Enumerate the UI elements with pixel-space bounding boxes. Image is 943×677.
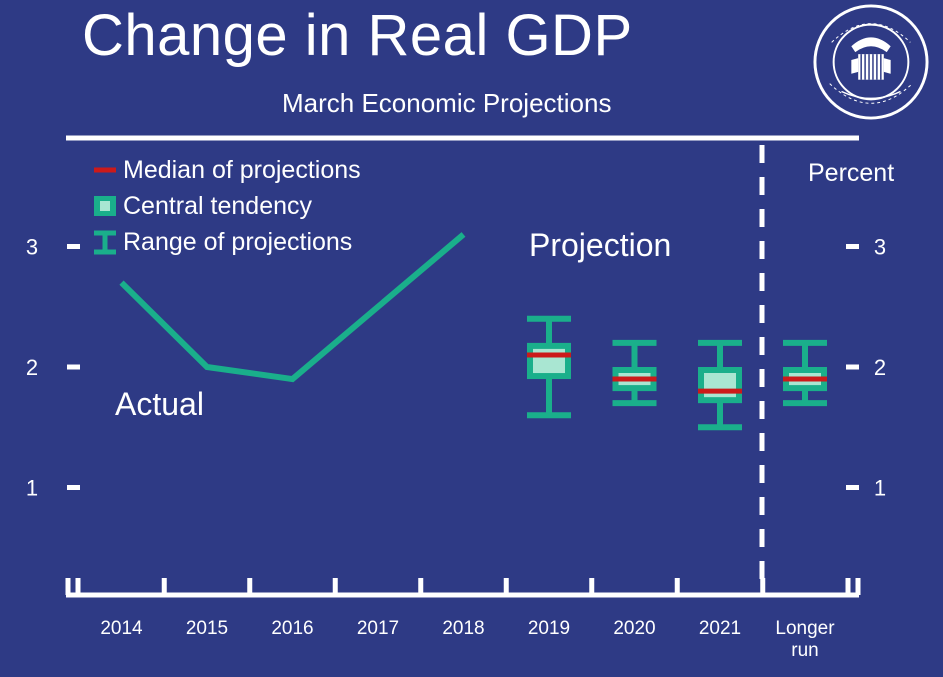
x-tick-label: 2016 xyxy=(271,618,313,639)
legend-range-label: Range of projections xyxy=(123,228,352,256)
x-tick-label: 2017 xyxy=(357,618,399,639)
y-tick-label-left: 1 xyxy=(26,476,38,501)
x-ticks: 2014 2015 2016 2017 2018 2019 2020 2021 Longerru… xyxy=(65,578,861,661)
x-tick-label: 2019 xyxy=(528,618,570,639)
x-tick-label: 2018 xyxy=(442,618,484,639)
y-tick-label-right: 1 xyxy=(874,476,886,501)
projections xyxy=(527,315,827,431)
projection-2019 xyxy=(527,315,571,419)
y-axis-unit-label: Percent xyxy=(808,159,894,187)
x-tick-label: 2014 xyxy=(100,618,143,639)
y-tick-label-left: 2 xyxy=(26,355,38,380)
projection-2021 xyxy=(698,339,742,431)
y-tick-label-left: 3 xyxy=(26,235,38,260)
federal-reserve-seal-icon xyxy=(813,4,929,120)
legend-median-label: Median of projections xyxy=(123,156,361,184)
legend: Median of projections Central tendency R… xyxy=(94,156,361,256)
x-tick-label: 2015 xyxy=(186,618,228,639)
chart-subtitle: March Economic Projections xyxy=(282,88,612,118)
chart-title: Change in Real GDP xyxy=(82,3,633,68)
annotation-actual: Actual xyxy=(115,386,204,422)
x-tick-label: Longer xyxy=(775,618,835,639)
y-ticks: 1 1 2 2 3 3 xyxy=(26,235,886,501)
y-tick-label-right: 3 xyxy=(874,235,886,260)
projection-2020 xyxy=(612,339,657,407)
annotation-projection: Projection xyxy=(529,227,671,263)
legend-central-icon-inner xyxy=(100,201,110,211)
y-tick-label-right: 2 xyxy=(874,355,886,380)
actual-series xyxy=(119,232,466,383)
projection-longer-run xyxy=(783,339,827,407)
x-tick-label: 2020 xyxy=(613,618,655,639)
x-tick-label: 2021 xyxy=(699,618,741,639)
legend-central-label: Central tendency xyxy=(123,192,313,220)
actual-line xyxy=(119,232,466,383)
x-tick-label: run xyxy=(791,640,818,661)
legend-range-icon xyxy=(94,230,116,255)
